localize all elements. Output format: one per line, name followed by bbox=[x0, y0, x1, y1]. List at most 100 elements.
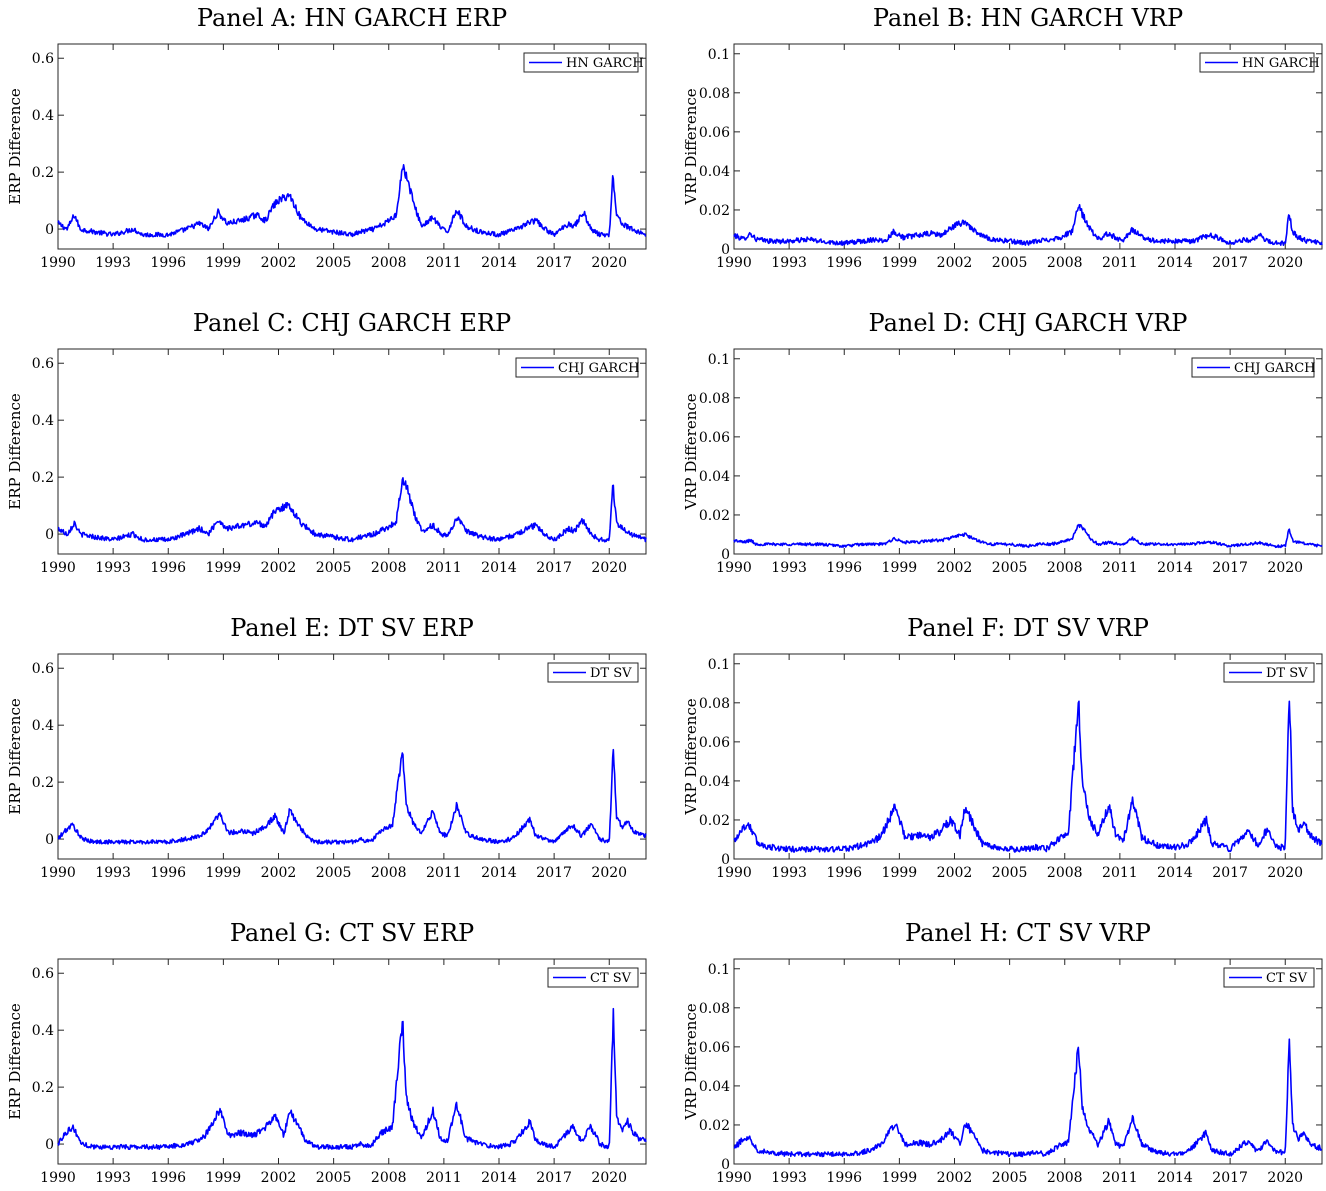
y-tick-label: 0 bbox=[45, 527, 54, 543]
x-tick-label: 2017 bbox=[536, 1170, 572, 1186]
y-tick-label: 0 bbox=[45, 832, 54, 848]
x-tick-label: 2005 bbox=[992, 1170, 1028, 1186]
x-tick-label: 2002 bbox=[937, 255, 973, 271]
legend-box bbox=[1223, 967, 1315, 988]
x-tick-label: 2008 bbox=[371, 865, 407, 881]
x-tick-label: 2014 bbox=[481, 560, 517, 576]
x-tick-label: 2011 bbox=[1102, 255, 1138, 271]
x-tick-label: 1993 bbox=[95, 865, 131, 881]
x-tick-label: 2005 bbox=[316, 865, 352, 881]
panel-panel-c-chj-garch-erp: Panel C: CHJ GARCH ERP ERP Difference 0 0.2… bbox=[6, 309, 647, 576]
y-tick-label: 0.6 bbox=[32, 51, 54, 67]
x-tick-label: 1999 bbox=[206, 1170, 242, 1186]
panel-panel-e-dt-sv-erp: Panel E: DT SV ERP ERP Difference 0 0.2 0.4 0… bbox=[6, 614, 647, 881]
x-tick-label: 2017 bbox=[536, 255, 572, 271]
y-tick-label: 0.04 bbox=[699, 164, 730, 180]
legend-label: CT SV bbox=[590, 971, 632, 986]
y-tick-label: 0.06 bbox=[699, 125, 730, 141]
x-tick-label: 2020 bbox=[1267, 865, 1303, 881]
y-axis-label: VRP Difference bbox=[682, 88, 700, 205]
x-tick-label: 2014 bbox=[481, 865, 517, 881]
x-tick-label: 2008 bbox=[1047, 1170, 1083, 1186]
series-line-hn-garch bbox=[733, 203, 1323, 246]
x-tick-label: 2011 bbox=[426, 255, 462, 271]
x-tick-label: 2020 bbox=[1267, 560, 1303, 576]
y-tick-label: 0.1 bbox=[708, 352, 730, 368]
series-line-ct-sv bbox=[733, 1038, 1323, 1158]
x-tick-label: 2020 bbox=[1267, 255, 1303, 271]
x-tick-label: 2014 bbox=[1157, 255, 1193, 271]
y-tick-label: 0 bbox=[45, 222, 54, 238]
legend-box bbox=[1199, 52, 1315, 73]
x-tick-label: 2017 bbox=[1212, 560, 1248, 576]
y-tick-label: 0.04 bbox=[699, 774, 730, 790]
x-tick-label: 2002 bbox=[261, 1170, 297, 1186]
y-tick-label: 0.08 bbox=[699, 391, 730, 407]
panel-title: Panel B: HN GARCH VRP bbox=[873, 4, 1183, 32]
panel-panel-g-ct-sv-erp: Panel G: CT SV ERP ERP Difference 0 0.2 0.4 0… bbox=[6, 919, 647, 1186]
legend: CHJ GARCH bbox=[515, 357, 639, 378]
x-tick-label: 2005 bbox=[992, 560, 1028, 576]
panel-title: Panel D: CHJ GARCH VRP bbox=[869, 309, 1188, 337]
x-tick-label: 1999 bbox=[882, 255, 918, 271]
legend-box bbox=[515, 357, 639, 378]
y-tick-label: 0.6 bbox=[32, 661, 54, 677]
x-tick-label: 2020 bbox=[1267, 1170, 1303, 1186]
x-tick-label: 2020 bbox=[591, 255, 627, 271]
x-tick-label: 2017 bbox=[536, 560, 572, 576]
x-tick-label: 2008 bbox=[371, 255, 407, 271]
y-tick-label: 0.6 bbox=[32, 966, 54, 982]
axes-box bbox=[57, 653, 647, 860]
x-tick-label: 1996 bbox=[826, 865, 862, 881]
y-axis-label: ERP Difference bbox=[6, 698, 24, 815]
x-tick-label: 2008 bbox=[1047, 255, 1083, 271]
x-tick-label: 1999 bbox=[206, 560, 242, 576]
x-tick-label: 1996 bbox=[150, 255, 186, 271]
x-tick-label: 1993 bbox=[771, 255, 807, 271]
x-tick-label: 2002 bbox=[937, 560, 973, 576]
x-tick-label: 2002 bbox=[937, 1170, 973, 1186]
x-tick-label: 1996 bbox=[826, 560, 862, 576]
y-axis-label: ERP Difference bbox=[6, 88, 24, 205]
y-tick-label: 0.06 bbox=[699, 430, 730, 446]
y-tick-label: 0.2 bbox=[32, 165, 54, 181]
y-tick-label: 0.2 bbox=[32, 775, 54, 791]
y-axis-label: VRP Difference bbox=[682, 698, 700, 815]
legend-box bbox=[1191, 357, 1315, 378]
series-line-dt-sv bbox=[733, 700, 1323, 853]
legend-label: HN GARCH bbox=[566, 56, 644, 71]
axes-box bbox=[57, 348, 647, 555]
panel-panel-b-hn-garch-vrp: Panel B: HN GARCH VRP VRP Difference 0 0.02… bbox=[682, 4, 1323, 271]
x-tick-label: 1990 bbox=[40, 560, 76, 576]
x-tick-label: 1990 bbox=[716, 865, 752, 881]
x-tick-label: 1990 bbox=[40, 865, 76, 881]
x-tick-label: 2011 bbox=[426, 560, 462, 576]
y-tick-label: 0.08 bbox=[699, 86, 730, 102]
y-axis-label: ERP Difference bbox=[6, 1003, 24, 1120]
series-line-chj-garch bbox=[57, 477, 647, 543]
x-tick-label: 2017 bbox=[536, 865, 572, 881]
x-tick-label: 1996 bbox=[826, 1170, 862, 1186]
x-tick-label: 2020 bbox=[591, 560, 627, 576]
legend: HN GARCH bbox=[1199, 52, 1320, 73]
y-axis-label: VRP Difference bbox=[682, 393, 700, 510]
panel-panel-d-chj-garch-vrp: Panel D: CHJ GARCH VRP VRP Difference 0 0.0… bbox=[682, 309, 1323, 576]
series-line-hn-garch bbox=[57, 164, 647, 238]
axes-box bbox=[57, 958, 647, 1165]
legend-box bbox=[547, 662, 639, 683]
x-tick-label: 2011 bbox=[426, 865, 462, 881]
axes-box bbox=[733, 958, 1323, 1165]
series-line-ct-sv bbox=[57, 1007, 647, 1151]
x-tick-label: 2020 bbox=[591, 865, 627, 881]
y-tick-label: 0.1 bbox=[708, 47, 730, 63]
x-tick-label: 2002 bbox=[937, 865, 973, 881]
y-tick-label: 0.4 bbox=[32, 718, 54, 734]
y-tick-label: 0.2 bbox=[32, 1080, 54, 1096]
y-tick-label: 0.6 bbox=[32, 356, 54, 372]
legend: HN GARCH bbox=[523, 52, 644, 73]
legend-box bbox=[1223, 662, 1315, 683]
x-tick-label: 1996 bbox=[150, 1170, 186, 1186]
legend-label: CHJ GARCH bbox=[558, 361, 639, 376]
y-tick-label: 0.06 bbox=[699, 1040, 730, 1056]
